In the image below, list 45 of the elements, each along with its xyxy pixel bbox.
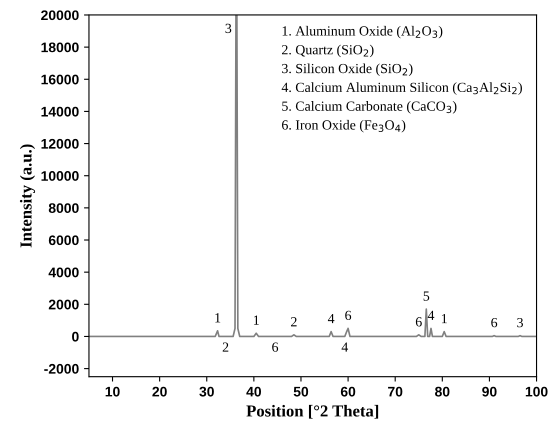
y-tick-label: 4000 bbox=[48, 267, 79, 278]
y-tick-label: -2000 bbox=[44, 364, 79, 374]
y-tick-label: 10000 bbox=[41, 171, 79, 181]
y-tick-label: 14000 bbox=[41, 106, 79, 117]
annotation: 1. Aluminum Oxide (Al$_{2}$O$_{3}$) bbox=[282, 26, 442, 38]
x-tick-label: 70 bbox=[388, 386, 402, 397]
annotation: 3 bbox=[226, 24, 232, 34]
annotation: 2. Quartz (SiO$_{2}$) bbox=[282, 44, 374, 58]
annotation: 6 bbox=[491, 318, 498, 328]
annotation: 2 bbox=[291, 317, 297, 326]
y-tick-label: 8000 bbox=[48, 203, 79, 214]
annotation: 4 bbox=[328, 314, 334, 324]
annotation: 6. Iron Oxide (Fe$_{3}$O$_{4}$) bbox=[282, 120, 406, 132]
x-tick-label: 100 bbox=[526, 386, 548, 397]
y-tick-label: 12000 bbox=[41, 138, 79, 149]
annotation: 1 bbox=[254, 316, 259, 325]
annotation: 2 bbox=[222, 342, 228, 352]
x-tick-label: 30 bbox=[199, 386, 214, 397]
annotation: 4. Calcium Aluminum Silicon (Ca$_{3}$Al$_{2}$Si$_{2}$) bbox=[282, 82, 522, 95]
x-tick-label: 20 bbox=[152, 386, 167, 397]
annotation: 6 bbox=[345, 310, 352, 320]
y-tick-label: 0 bbox=[72, 332, 79, 342]
x-tick-label: 90 bbox=[482, 386, 497, 397]
annotation: 3. Silicon Oxide (SiO$_{2}$) bbox=[282, 63, 412, 76]
x-axis-title: Position [°2 Theta] bbox=[246, 404, 378, 419]
annotation: 1 bbox=[215, 313, 220, 322]
annotation: 4 bbox=[342, 342, 348, 352]
annotation: 3 bbox=[517, 318, 523, 328]
annotation: 6 bbox=[416, 317, 422, 326]
y-tick-label: 20000 bbox=[41, 10, 79, 20]
y-tick-label: 18000 bbox=[41, 42, 79, 52]
annotation: 5 bbox=[424, 292, 430, 301]
y-tick-label: 6000 bbox=[48, 235, 79, 246]
annotation: 5. Calcium Carbonate (CaCO$_{3}$) bbox=[282, 101, 456, 114]
x-tick-label: 80 bbox=[435, 386, 450, 397]
annotation: 1 bbox=[442, 314, 447, 324]
annotation: 6 bbox=[272, 342, 278, 352]
x-tick-label: 60 bbox=[340, 386, 356, 397]
y-tick-label: 16000 bbox=[41, 74, 79, 84]
x-tick-label: 50 bbox=[294, 386, 308, 397]
y-axis-title: Intensity (a.u.) bbox=[20, 144, 36, 248]
y-tick-label: 2000 bbox=[48, 300, 79, 310]
x-tick-label: 40 bbox=[246, 386, 262, 397]
x-tick-label: 10 bbox=[106, 386, 120, 397]
annotation: 4 bbox=[428, 310, 434, 320]
